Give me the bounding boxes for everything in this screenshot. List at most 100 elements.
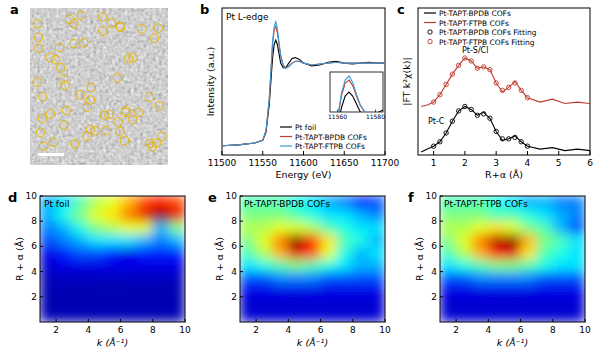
heat-cell	[152, 259, 169, 272]
heat-cell	[288, 259, 305, 272]
x-tick	[433, 151, 434, 155]
heat-cell	[504, 221, 521, 234]
series-marker	[481, 112, 485, 116]
heat-cell	[472, 221, 489, 234]
series-marker	[431, 144, 435, 148]
legend: Pt-TAPT-BPDB COFsPt-TAPT-FTPB COFsPt-TAP…	[424, 9, 537, 47]
panel-title: Pt-TAPT-BPDB COFs	[244, 199, 330, 209]
heat-cell	[169, 234, 185, 247]
x-tick	[558, 151, 559, 155]
x-tick-label: 6	[518, 325, 524, 335]
heat-cell	[40, 259, 56, 272]
heat-cell	[552, 221, 569, 234]
inset-data	[330, 76, 383, 112]
heat-cell	[56, 271, 73, 284]
heat-cell	[40, 208, 56, 221]
heat-cell	[152, 221, 169, 234]
heat-cell	[440, 246, 456, 259]
x-tick-label: 2	[253, 325, 259, 335]
heat-cell	[104, 196, 121, 209]
heat-cell	[352, 246, 369, 259]
legend-swatch	[280, 145, 292, 146]
y-axis-title: R + α (Å)	[14, 237, 25, 281]
heat-cell	[440, 309, 456, 322]
heat-cell	[552, 309, 569, 322]
series-marker	[525, 144, 529, 148]
x-tick	[303, 151, 304, 155]
y-tick	[40, 246, 43, 247]
y-axis-title: R + α (Å)	[414, 237, 425, 281]
inset-frame	[330, 72, 383, 112]
atom-marker	[116, 127, 125, 136]
series-marker	[463, 104, 467, 108]
heat-cell	[520, 246, 537, 259]
heat-cell	[72, 221, 89, 234]
series-marker	[500, 88, 504, 92]
heat-cell	[488, 271, 505, 284]
heat-cell	[56, 221, 73, 234]
heat-cell	[169, 309, 185, 322]
heat-cell	[536, 284, 553, 297]
atom-marker	[51, 55, 60, 64]
heat-cell	[169, 284, 185, 297]
y-tick-label: 8	[431, 216, 437, 226]
heat-cell	[88, 196, 105, 209]
heat-cell	[569, 297, 585, 310]
heat-cell	[504, 208, 521, 221]
heat-cell	[256, 284, 273, 297]
heat-cell	[72, 234, 89, 247]
legend-swatch	[428, 30, 432, 34]
x-tick	[520, 319, 521, 322]
x-tick-label: 10	[379, 325, 391, 335]
heat-cell	[520, 297, 537, 310]
heat-cell	[272, 309, 289, 322]
heat-cell	[136, 246, 153, 259]
heat-cell	[169, 259, 185, 272]
heat-cell	[40, 309, 56, 322]
heat-cell	[56, 208, 73, 221]
label: f	[408, 190, 414, 205]
heat-cell	[136, 234, 153, 247]
heat-cell	[136, 208, 153, 221]
heat-cell	[288, 309, 305, 322]
heat-cell	[536, 246, 553, 259]
y-tick-label: 6	[31, 241, 37, 251]
legend-swatch	[424, 12, 436, 13]
heat-cell	[40, 271, 56, 284]
heat-cell	[56, 259, 73, 272]
heat-cell	[152, 234, 169, 247]
heat-cell	[240, 284, 256, 297]
y-tick-label: 10	[226, 191, 238, 201]
heat-cell	[569, 271, 585, 284]
heat-cell	[320, 234, 337, 247]
heat-cell	[40, 297, 56, 310]
heat-cell	[288, 297, 305, 310]
heat-cell	[336, 246, 353, 259]
heat-cell	[472, 208, 489, 221]
heat-cell	[369, 284, 385, 297]
heat-cell	[56, 234, 73, 247]
x-tick	[456, 319, 457, 322]
heat-cell	[456, 297, 473, 310]
y-tick	[40, 296, 43, 297]
series-marker	[469, 59, 473, 63]
heat-cell	[72, 284, 89, 297]
heat-cell	[536, 297, 553, 310]
micrograph	[30, 8, 168, 165]
heat-cell	[104, 309, 121, 322]
heat-cell	[536, 208, 553, 221]
heat-cell	[472, 271, 489, 284]
heat-cell	[320, 208, 337, 221]
atom-marker	[155, 102, 164, 111]
atom-marker	[145, 93, 154, 102]
scale-bar	[38, 153, 64, 156]
heat-cell	[352, 284, 369, 297]
annotation: Pt-S/Cl	[462, 46, 488, 55]
series-marker	[463, 56, 467, 60]
series-marker	[475, 66, 479, 70]
series-marker	[438, 93, 442, 97]
heat-cell	[40, 234, 56, 247]
x-tick-label: 4	[285, 325, 291, 335]
atom-marker	[34, 33, 43, 42]
series-marker	[500, 137, 504, 141]
